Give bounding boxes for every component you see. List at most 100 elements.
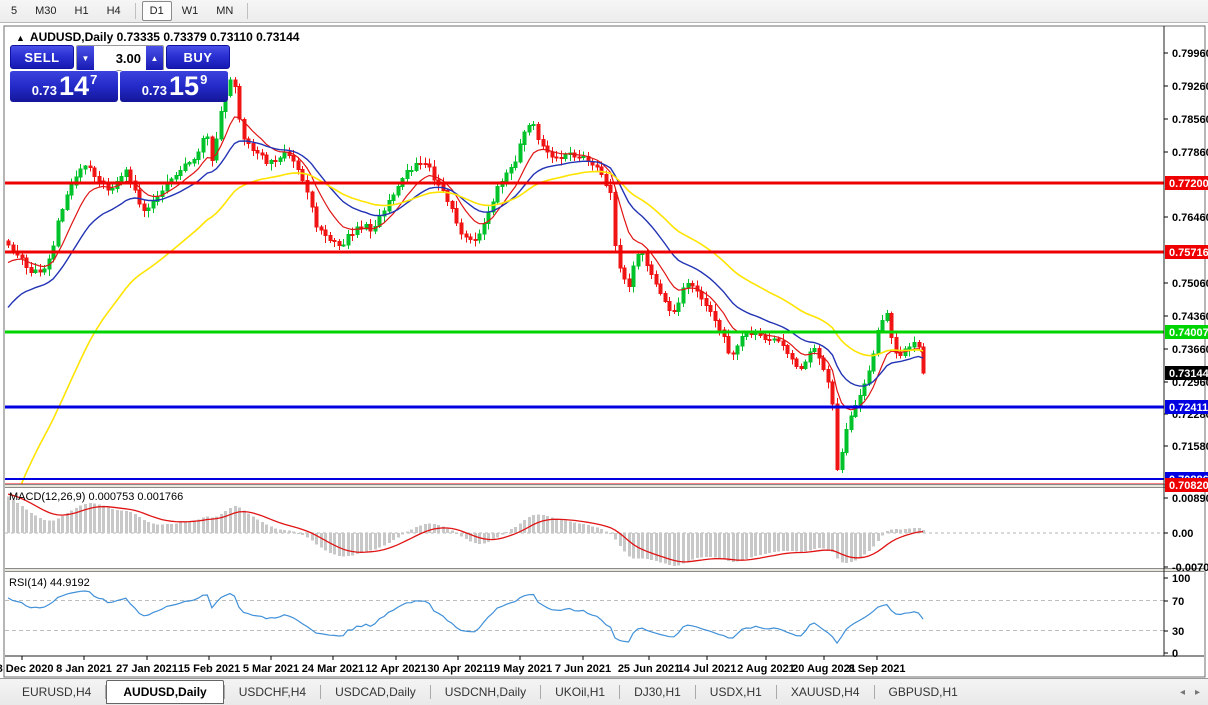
date-label: 8 Sep 2021 bbox=[849, 663, 906, 675]
rsi-tick-0: 0 bbox=[1172, 648, 1178, 660]
date-label: 15 Feb 2021 bbox=[178, 663, 240, 675]
tab-scroll-right-icon[interactable]: ▸ bbox=[1194, 686, 1200, 698]
date-label: 30 Apr 2021 bbox=[427, 663, 488, 675]
chart-tab-gbpusd-h1[interactable]: GBPUSD,H1 bbox=[888, 685, 958, 699]
timeframe-button-5[interactable]: 5 bbox=[11, 5, 18, 17]
price-tick-0.79260: 0.79260 bbox=[1172, 81, 1208, 93]
tab-separator bbox=[540, 685, 542, 699]
price-tick-0.79960: 0.79960 bbox=[1172, 48, 1208, 60]
buy-button[interactable]: BUY bbox=[166, 45, 230, 69]
timeframe-button-h4[interactable]: H4 bbox=[106, 5, 121, 17]
rsi-tick-70: 70 bbox=[1172, 596, 1184, 608]
chart-tab-xauusd-h4[interactable]: XAUUSD,H4 bbox=[790, 685, 860, 699]
chart-title: ▲ AUDUSD,Daily 0.73335 0.73379 0.73110 0.… bbox=[16, 30, 299, 44]
price-tick-0.73660: 0.73660 bbox=[1172, 344, 1208, 356]
rsi-tick-100: 100 bbox=[1172, 573, 1190, 585]
price-axis: 0.79960 0.79260 0.78560 0.77860 0.76460 0.750… bbox=[1164, 48, 1208, 660]
price-badge-0.77200: 0.77200 bbox=[1169, 178, 1208, 190]
chart-tab-bar: EURUSD,H4 AUDUSD,Daily USDCHF,H4 USDCAD,Dai… bbox=[0, 678, 1208, 705]
price-badges: 0.772000.757160.740070.724110.708860.708… bbox=[1165, 176, 1208, 492]
buy-price[interactable]: 0.73 15 9 bbox=[120, 70, 228, 102]
tab-separator bbox=[105, 685, 107, 699]
macd-histogram bbox=[7, 496, 925, 566]
date-label: 19 May 2021 bbox=[488, 663, 552, 675]
sell-price[interactable]: 0.73 14 7 bbox=[10, 70, 118, 102]
chart-tab-ukoil-h1[interactable]: UKOil,H1 bbox=[555, 685, 606, 699]
price-badge-0.75716: 0.75716 bbox=[1169, 247, 1208, 259]
volume-spinner: ▼ ▲ bbox=[76, 45, 164, 71]
toolbar-separator bbox=[134, 3, 136, 19]
tab-separator bbox=[320, 685, 322, 699]
date-label: 12 Apr 2021 bbox=[365, 663, 426, 675]
chart-title-text: AUDUSD,Daily 0.73335 0.73379 0.73110 0.7… bbox=[29, 30, 300, 44]
timeframe-button-mn[interactable]: MN bbox=[216, 5, 234, 17]
ma-line-ema-mid bbox=[7, 140, 924, 387]
tab-separator bbox=[429, 685, 431, 699]
candles bbox=[6, 76, 926, 473]
buy-price-prefix: 0.73 bbox=[141, 83, 168, 98]
rsi-line bbox=[7, 590, 924, 645]
chart-tab-usdcnh-daily[interactable]: USDCNH,Daily bbox=[444, 685, 527, 699]
moving-averages bbox=[7, 116, 924, 487]
date-label: 8 Jan 2021 bbox=[56, 663, 112, 675]
chart-tab-dj30-h1[interactable]: DJ30,H1 bbox=[634, 685, 681, 699]
macd-tick--0.007013: -0.007013 bbox=[1172, 562, 1208, 574]
price-tick-0.77860: 0.77860 bbox=[1172, 147, 1208, 159]
date-label: 14 Jul 2021 bbox=[678, 663, 737, 675]
price-tick-0.75060: 0.75060 bbox=[1172, 278, 1208, 290]
timeframe-button-h1[interactable]: H1 bbox=[74, 5, 89, 17]
timeframe-button-m30[interactable]: M30 bbox=[35, 5, 57, 17]
chart-tab-eurusd-h4[interactable]: EURUSD,H4 bbox=[22, 685, 92, 699]
price-tick-0.78560: 0.78560 bbox=[1172, 114, 1208, 126]
date-label: 24 Mar 2021 bbox=[302, 663, 364, 675]
rsi-tick-30: 30 bbox=[1172, 626, 1184, 638]
collapse-arrow-icon[interactable]: ▲ bbox=[16, 33, 25, 43]
chart-tab-usdx-h1[interactable]: USDX,H1 bbox=[709, 685, 762, 699]
tab-separator bbox=[619, 685, 621, 699]
tab-separator bbox=[873, 685, 875, 699]
chart-tab-usdcad-daily[interactable]: USDCAD,Daily bbox=[335, 685, 416, 699]
tab-separator bbox=[694, 685, 696, 699]
price-tick-0.74360: 0.74360 bbox=[1172, 311, 1208, 323]
one-click-trading-panel: SELL ▼ ▲ BUY 0.73 14 7 0.73 15 9 bbox=[10, 45, 230, 102]
price-tick-0.71580: 0.71580 bbox=[1172, 441, 1208, 453]
macd-indicator bbox=[7, 493, 925, 566]
chart-tab-audusd-daily[interactable]: AUDUSD,Daily bbox=[106, 680, 224, 704]
price-badge-0.70820: 0.70820 bbox=[1169, 480, 1208, 492]
tab-separator bbox=[223, 685, 225, 699]
sell-price-prefix: 0.73 bbox=[31, 83, 58, 98]
volume-decrease-button[interactable]: ▼ bbox=[77, 46, 94, 70]
tab-scroll-left-icon[interactable]: ◂ bbox=[1179, 686, 1185, 698]
date-label: 5 Mar 2021 bbox=[243, 663, 299, 675]
ma-line-ema-slow bbox=[19, 170, 924, 487]
volume-input[interactable] bbox=[94, 46, 146, 70]
macd-signal-line bbox=[7, 493, 924, 563]
date-label: 27 Jan 2021 bbox=[116, 663, 178, 675]
price-badge-0.74007: 0.74007 bbox=[1169, 327, 1208, 339]
timeframe-button-w1[interactable]: W1 bbox=[181, 5, 199, 17]
ma-line-ema-fast bbox=[7, 116, 924, 411]
timeframe-toolbar: 5 M30 H1 H4 D1 W1 MN bbox=[0, 0, 1208, 23]
chart-tab-usdchf-h4[interactable]: USDCHF,H4 bbox=[238, 685, 307, 699]
price-badge-0.73144: 0.73144 bbox=[1169, 368, 1208, 380]
date-label: 25 Jun 2021 bbox=[618, 663, 680, 675]
volume-increase-button[interactable]: ▲ bbox=[146, 46, 163, 70]
buy-price-big: 15 bbox=[169, 71, 200, 101]
macd-tick-0.008904: 0.008904 bbox=[1172, 493, 1208, 505]
level-lines bbox=[5, 181, 1164, 487]
chart-frame bbox=[3, 25, 1206, 678]
date-label: 2 Aug 2021 bbox=[737, 663, 795, 675]
sell-button[interactable]: SELL bbox=[10, 45, 74, 69]
macd-tick-0.00: 0.00 bbox=[1172, 528, 1193, 540]
price-tick-0.76460: 0.76460 bbox=[1172, 212, 1208, 224]
buy-price-sup: 9 bbox=[200, 72, 208, 87]
sell-price-big: 14 bbox=[59, 71, 90, 101]
date-label: 7 Jun 2021 bbox=[555, 663, 611, 675]
timeframe-button-d1[interactable]: D1 bbox=[141, 1, 172, 21]
toolbar-separator bbox=[247, 3, 249, 19]
macd-label: MACD(12,26,9) 0.000753 0.001766 bbox=[9, 491, 184, 503]
date-label: 20 Aug 2021 bbox=[792, 663, 856, 675]
date-label: 18 Dec 2020 bbox=[0, 663, 54, 675]
